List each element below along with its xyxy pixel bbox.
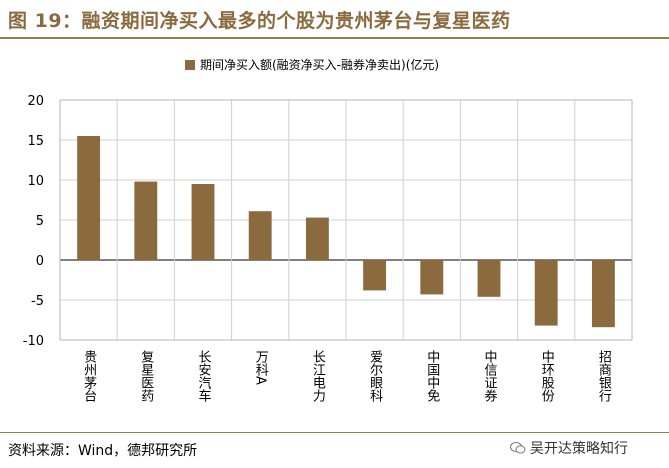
bar	[191, 184, 215, 260]
bar	[248, 211, 272, 260]
bar	[77, 136, 101, 260]
y-tick-label: -5	[31, 294, 44, 309]
wechat-icon	[510, 442, 526, 454]
legend-swatch	[185, 60, 195, 70]
source-divider	[0, 432, 669, 433]
y-tick-label: -10	[23, 334, 44, 349]
x-tick-label: 招商银行	[596, 350, 612, 403]
y-tick-label: 10	[27, 174, 44, 189]
x-tick-label: 长安汽车	[196, 350, 212, 402]
y-tick-label: 20	[27, 94, 44, 109]
bars	[77, 136, 615, 328]
bar	[363, 260, 387, 291]
bar	[134, 181, 158, 260]
x-tick-label: 贵州茅台	[81, 350, 97, 402]
x-tick-label: 万科A	[253, 350, 269, 385]
source-note: 资料来源：Wind，德邦研究所	[8, 443, 198, 459]
figure-title: 图 19：融资期间净买入最多的个股为贵州茅台与复星医药	[8, 10, 511, 32]
x-tick-label: 中国中免	[424, 350, 440, 402]
x-tick-label: 复星医药	[138, 350, 154, 402]
y-tick-label: 5	[36, 214, 44, 229]
bar	[305, 217, 329, 260]
bar	[420, 260, 444, 295]
legend: 期间净买入额(融资净买入-融券净卖出)(亿元)	[185, 57, 439, 72]
x-tick-label: 中环股份	[539, 350, 555, 402]
bar	[591, 260, 615, 328]
y-tick-label: 0	[36, 254, 44, 269]
y-tick-label: 15	[27, 134, 44, 149]
watermark: 吴开达策略知行	[510, 438, 628, 458]
watermark-text: 吴开达策略知行	[530, 441, 628, 457]
bar	[477, 260, 501, 297]
x-tick-label: 长江电力	[310, 350, 326, 403]
x-axis-labels: 贵州茅台 复星医药 长安汽车 万科A 长江电力 爱尔眼科 中国中免 中信证券 中环股份 招商银行	[81, 350, 611, 403]
plot-border	[59, 99, 633, 341]
title-divider	[0, 37, 669, 39]
legend-label: 期间净买入额(融资净买入-融券净卖出)(亿元)	[200, 57, 439, 72]
x-tick-label: 中信证券	[482, 350, 498, 402]
x-tick-label: 爱尔眼科	[367, 350, 383, 402]
bar-chart: 期间净买入额(融资净买入-融券净卖出)(亿元) -10 -5 0 5 10 15 20 贵州…	[23, 57, 633, 403]
y-axis-ticks: -10 -5 0 5 10 15 20	[23, 94, 44, 349]
bar	[534, 260, 558, 326]
